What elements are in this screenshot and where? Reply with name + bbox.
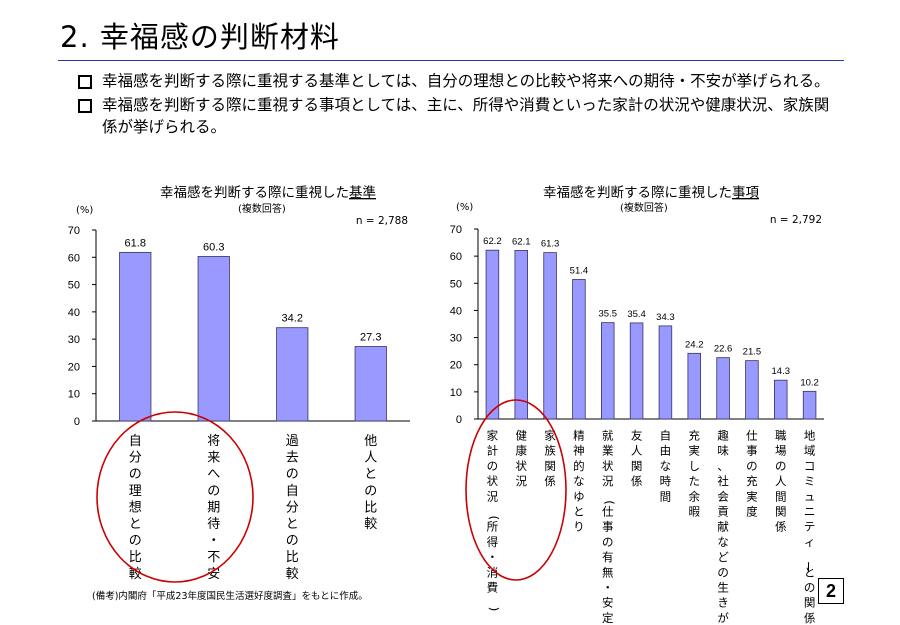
bar xyxy=(802,390,817,420)
bullet-text: 幸福感を判断する際に重視する基準としては、自分の理想との比較や将来への期待・不安… xyxy=(102,72,830,90)
data-label: 61.3 xyxy=(541,239,560,250)
y-tick-label: 0 xyxy=(74,416,80,428)
bullet-text: 幸福感を判断する際に重視する事項としては、主に、所得や消費といった家計の状況や健… xyxy=(102,96,830,136)
data-label: 14.3 xyxy=(772,366,791,377)
data-label: 24.2 xyxy=(685,339,704,350)
data-label: 61.8 xyxy=(125,237,146,249)
category-label: 趣味、社会貢献などの生きがい xyxy=(717,429,729,625)
bar xyxy=(485,249,500,420)
y-tick-label: 60 xyxy=(450,251,462,263)
category-label: 精神的なゆとり xyxy=(573,429,585,534)
chart-title: 幸福感を判断する際に重視した基準 xyxy=(160,184,376,201)
y-tick-label: 70 xyxy=(68,225,80,237)
sample-size-label: n = 2,792 xyxy=(770,214,822,226)
y-tick-label: 30 xyxy=(68,334,80,346)
category-label: 将来への期待・不安 xyxy=(207,434,220,582)
category-label: 自分の理想との比較 xyxy=(129,434,142,582)
bar xyxy=(354,346,387,422)
data-label: 34.2 xyxy=(282,313,303,325)
category-label: 自由な時間 xyxy=(660,429,672,504)
category-label: 友人関係 xyxy=(631,429,643,489)
category-label: 充実した余暇 xyxy=(689,429,701,519)
y-tick-label: 70 xyxy=(450,224,462,236)
chart-subtitle: (複数回答) xyxy=(238,202,286,215)
category-label: 職場の人間関係 xyxy=(775,429,787,534)
bar xyxy=(774,379,788,420)
y-tick-label: 20 xyxy=(68,361,80,373)
bar xyxy=(276,327,309,422)
bar xyxy=(716,357,730,420)
category-label: 家計の状況(所得・消費) xyxy=(487,429,502,612)
bullet-list: 幸福感を判断する際に重視する基準としては、自分の理想との比較や将来への期待・不安… xyxy=(78,70,838,140)
y-tick-label: 40 xyxy=(450,305,462,317)
bar xyxy=(601,322,615,420)
bullet-item: 幸福感を判断する際に重視する基準としては、自分の理想との比較や将来への期待・不安… xyxy=(78,70,838,92)
highlight-ellipse xyxy=(96,411,254,583)
highlight-ellipse xyxy=(465,399,567,581)
y-tick-label: 40 xyxy=(68,307,80,319)
bar xyxy=(658,325,673,420)
source-note: (備考)内閣府「平成23年度国民生活選好度調査」をもとに作成。 xyxy=(92,591,368,602)
data-label: 35.4 xyxy=(627,309,646,320)
data-label: 60.3 xyxy=(203,241,224,253)
square-bullet-icon xyxy=(78,75,92,89)
data-label: 35.5 xyxy=(599,309,618,320)
chart-title: 幸福感を判断する際に重視した事項 xyxy=(543,184,760,201)
bar xyxy=(687,352,701,420)
data-label: 34.3 xyxy=(656,312,675,323)
bar xyxy=(514,250,528,420)
bar xyxy=(197,256,230,422)
category-label: 家族関係 xyxy=(544,429,556,489)
square-bullet-icon xyxy=(78,99,92,113)
category-label: 健康状況 xyxy=(516,429,528,489)
category-label: 地域コミュニティーとの関係 xyxy=(801,429,816,625)
bar xyxy=(745,360,759,420)
data-label: 21.5 xyxy=(743,347,762,358)
bar xyxy=(543,252,557,420)
bar xyxy=(572,279,586,420)
category-label: 他人との比較 xyxy=(364,434,377,532)
data-label: 10.2 xyxy=(800,377,819,388)
y-tick-label: 10 xyxy=(450,387,462,399)
data-label: 22.6 xyxy=(714,344,733,355)
y-tick-label: 0 xyxy=(456,414,462,426)
y-tick-label: 30 xyxy=(450,333,462,345)
y-tick-label: 50 xyxy=(450,278,462,290)
y-tick-label: 10 xyxy=(68,389,80,401)
y-tick-label: 50 xyxy=(68,280,80,292)
bar xyxy=(119,251,152,422)
y-tick-label: 60 xyxy=(68,252,80,264)
bar xyxy=(629,322,644,420)
data-label: 62.2 xyxy=(483,236,502,247)
category-label: 過去の自分との比較 xyxy=(286,434,299,582)
category-label: 就業状況(仕事の有無・安定) xyxy=(602,429,617,625)
category-label: 仕事の充実度 xyxy=(746,429,758,519)
page-number: 2 xyxy=(818,578,844,604)
chart-subtitle: (複数回答) xyxy=(620,201,668,214)
data-label: 62.1 xyxy=(512,236,531,247)
title-divider xyxy=(58,60,844,61)
y-axis-label: (%) xyxy=(76,205,93,216)
y-axis-label: (%) xyxy=(456,202,473,213)
y-tick-label: 20 xyxy=(450,360,462,372)
data-label: 27.3 xyxy=(360,332,381,344)
sample-size-label: n = 2,788 xyxy=(356,215,408,227)
bullet-item: 幸福感を判断する際に重視する事項としては、主に、所得や消費といった家計の状況や健… xyxy=(78,94,838,138)
data-label: 51.4 xyxy=(570,265,589,276)
page-title: 2. 幸福感の判断材料 xyxy=(60,20,340,54)
